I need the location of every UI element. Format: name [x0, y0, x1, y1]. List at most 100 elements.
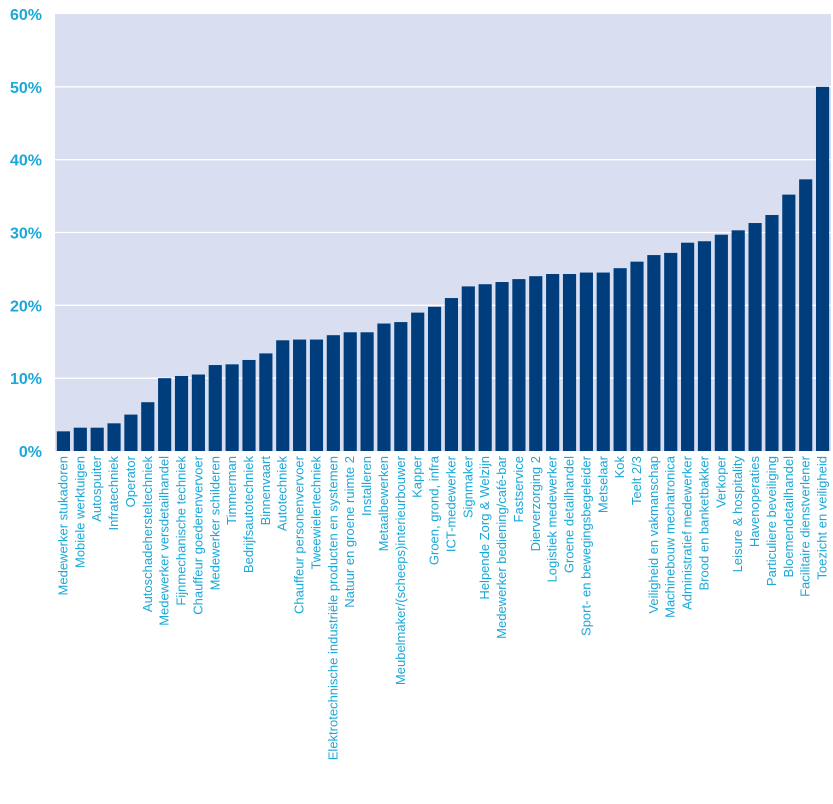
- bar: [478, 284, 492, 451]
- y-tick-label: 60%: [10, 7, 42, 24]
- bar: [225, 364, 239, 451]
- bar: [799, 179, 813, 451]
- bar: [326, 335, 340, 451]
- x-tick-label: Infratechniek: [106, 456, 121, 531]
- x-tick-label: Mobiele werktuigen: [72, 456, 87, 568]
- bar: [90, 427, 104, 451]
- bar: [512, 279, 526, 451]
- x-tick-label: Operator: [123, 455, 138, 507]
- x-tick-label: Bloemendetailhandel: [781, 456, 796, 578]
- bar: [360, 332, 374, 451]
- x-tick-label: Signmaker: [460, 455, 475, 518]
- x-tick-label: Metaalbewerken: [376, 456, 391, 551]
- bar: [579, 272, 593, 451]
- x-tick-label: Helpende Zorg & Welzijn: [477, 456, 492, 600]
- x-tick-label: Timmerman: [224, 456, 239, 525]
- bars: [56, 86, 830, 452]
- bar: [630, 261, 644, 451]
- bar: [56, 431, 71, 451]
- bar: [596, 272, 610, 451]
- x-tick-label: Autoschadehersteltechniek: [140, 456, 155, 613]
- bar: [73, 427, 87, 451]
- bar: [562, 274, 577, 451]
- bar: [242, 359, 256, 451]
- x-tick-label: Groene detailhandel: [562, 456, 577, 573]
- bar: [276, 340, 290, 451]
- bar: [731, 230, 745, 451]
- x-tick-label: Meubelmaker/(scheeps)interieurbouwer: [393, 455, 408, 685]
- bar: [174, 375, 189, 451]
- x-tick-label: Elektrotechnische industriële producten …: [325, 456, 340, 760]
- x-tick-label: Verkoper: [713, 455, 728, 508]
- x-tick-label: Logistiek medewerker: [545, 455, 560, 582]
- x-tick-label: Leisure & hospitality: [730, 456, 745, 573]
- x-tick-label: Sport- en bewegingsbegeleider: [578, 455, 593, 636]
- x-tick-label: Fijnmechanische techniek: [174, 456, 189, 606]
- y-tick-label: 30%: [10, 226, 42, 243]
- x-axis-tick-labels: Medewerker stukadoren Mobiele werktuigen A…: [55, 455, 829, 760]
- x-tick-label: Toezicht en veiligheid: [815, 456, 830, 580]
- bar: [107, 423, 121, 451]
- x-tick-label: Facilitaire dienstverlener: [798, 455, 813, 597]
- x-tick-label: Bedrijfsautotechniek: [241, 456, 256, 574]
- x-tick-label: Kapper: [410, 455, 425, 498]
- x-tick-label: Machinebouw mechatronica: [663, 455, 678, 618]
- x-tick-label: Chauffeur goederenvervoer: [190, 455, 205, 614]
- bar: [782, 194, 796, 452]
- bar: [664, 252, 678, 451]
- y-tick-label: 10%: [10, 371, 42, 388]
- bar: [681, 242, 695, 451]
- bar: [343, 332, 357, 451]
- x-tick-label: Fastservice: [511, 456, 526, 522]
- bar: [765, 215, 779, 451]
- bar: [259, 353, 273, 451]
- x-tick-label: Medewerker bediening/café-bar: [494, 455, 509, 638]
- x-tick-label: Chauffeur personenvervoer: [292, 455, 307, 614]
- x-tick-label: Particuliere beveiliging: [764, 456, 779, 586]
- x-tick-label: Groen, grond, infra: [427, 455, 442, 565]
- x-tick-label: Medewerker stukadoren: [55, 456, 70, 595]
- bar: [529, 276, 543, 451]
- x-tick-label: Metselaar: [595, 455, 610, 513]
- bar: [461, 286, 475, 451]
- y-tick-label: 20%: [10, 298, 42, 315]
- bar: [647, 255, 661, 451]
- bar: [748, 223, 762, 451]
- bar: [427, 306, 442, 451]
- bar: [411, 312, 425, 451]
- x-tick-label: Kok: [612, 456, 627, 479]
- bar: [495, 282, 509, 451]
- x-tick-label: Autospuiter: [89, 455, 104, 521]
- x-tick-label: Dierverzorging 2: [528, 456, 543, 551]
- x-tick-label: ICT-medewerker: [443, 455, 458, 552]
- y-tick-label: 40%: [10, 153, 42, 170]
- bar: [309, 339, 324, 451]
- bar: [697, 241, 712, 451]
- x-tick-label: Havenoperaties: [747, 456, 762, 548]
- bar: [815, 86, 830, 451]
- x-tick-label: Brood en banketbakker: [696, 455, 711, 590]
- x-tick-label: Administratief medewerker: [680, 455, 695, 610]
- x-tick-label: Veiligheid en vakmanschap: [646, 456, 661, 614]
- bar: [141, 402, 155, 451]
- x-tick-label: Tweewielertechniek: [308, 456, 323, 570]
- y-axis-tick-labels: 0% 10% 20% 30% 40% 50% 60%: [10, 7, 42, 461]
- bar: [158, 378, 172, 451]
- bar: [613, 268, 627, 451]
- bar: [444, 298, 459, 451]
- bar: [546, 274, 560, 451]
- bar: [124, 414, 138, 451]
- y-tick-label: 50%: [10, 80, 42, 97]
- bar: [714, 234, 728, 451]
- x-tick-label: Installeren: [359, 456, 374, 516]
- bar: [293, 339, 307, 451]
- x-tick-label: Medewerker versdetailhandel: [157, 456, 172, 626]
- x-tick-label: Binnenvaart: [258, 456, 273, 526]
- y-tick-label: 0%: [19, 444, 42, 461]
- bar: [377, 323, 391, 451]
- bar: [208, 365, 222, 451]
- bar: [394, 322, 408, 451]
- x-tick-label: Natuur en groene ruimte 2: [342, 456, 357, 608]
